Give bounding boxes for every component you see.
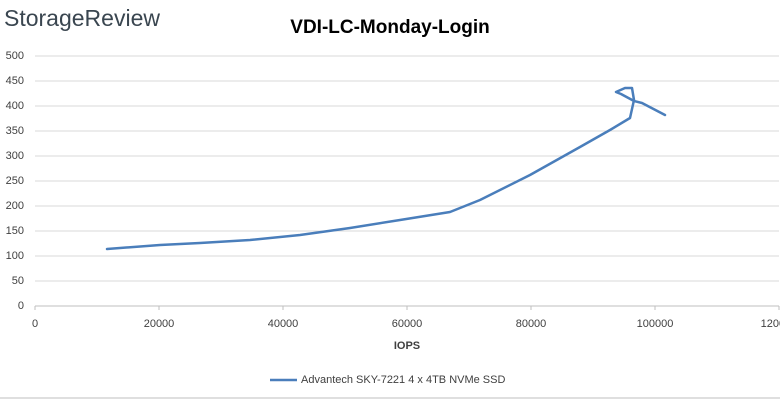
y-tick-label: 350	[6, 125, 24, 137]
x-tick-label: 0	[32, 318, 38, 330]
x-tick-label: 120000	[761, 318, 780, 330]
x-tick-label: 80000	[516, 318, 547, 330]
x-tick-label: 100000	[637, 318, 674, 330]
x-tick-label: 40000	[268, 318, 299, 330]
legend-label: Advantech SKY-7221 4 x 4TB NVMe SSD	[301, 374, 505, 386]
y-tick-label: 150	[6, 225, 24, 237]
y-tick-label: 0	[18, 300, 24, 312]
x-axis-label: IOPS	[394, 340, 420, 352]
y-tick-label: 50	[12, 275, 24, 287]
y-tick-label: 100	[6, 250, 24, 262]
chart-title: VDI-LC-Monday-Login	[290, 17, 489, 38]
y-tick-label: 500	[6, 50, 24, 62]
logo: StorageReview	[4, 5, 160, 31]
y-tick-label: 400	[6, 100, 24, 112]
y-tick-label: 300	[6, 150, 24, 162]
x-tick-label: 60000	[392, 318, 423, 330]
y-tick-label: 250	[6, 175, 24, 187]
series-line	[105, 86, 667, 251]
x-tick-label: 20000	[144, 318, 175, 330]
y-tick-label: 450	[6, 75, 24, 87]
y-tick-label: 200	[6, 200, 24, 212]
